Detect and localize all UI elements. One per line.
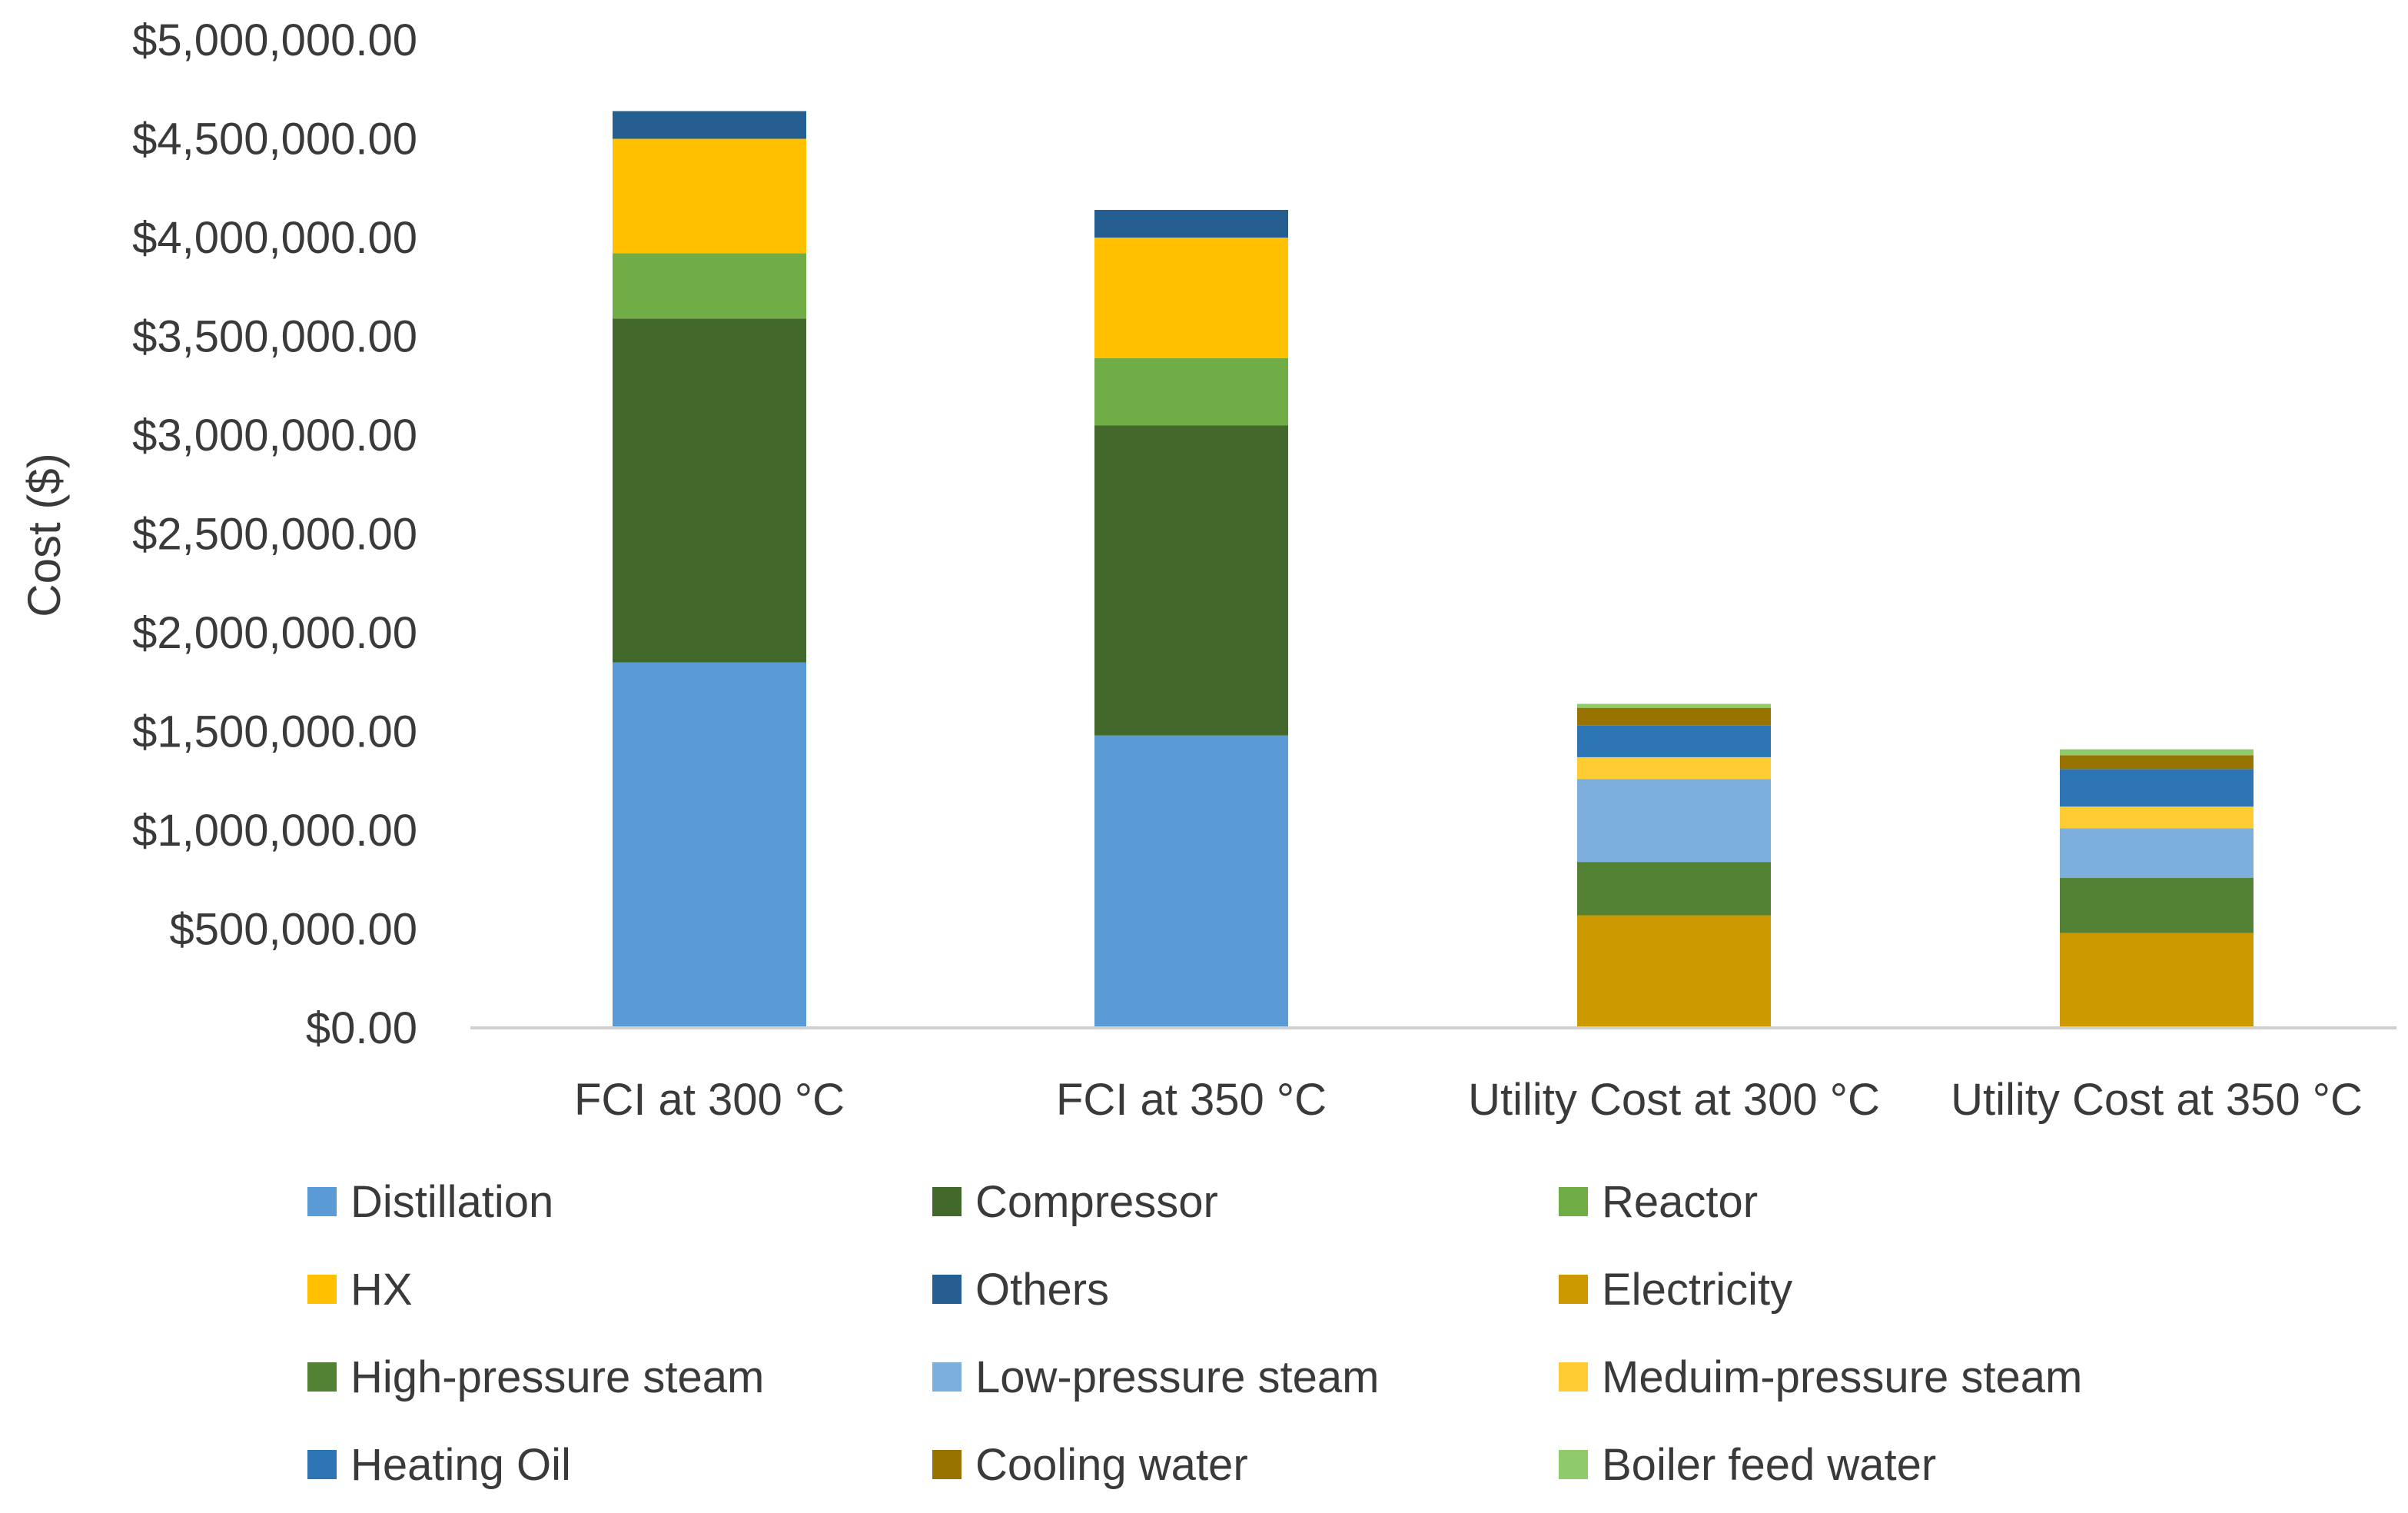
legend-item: Reactor (1559, 1177, 1758, 1227)
bar-segment-cooling-water (1577, 707, 1771, 726)
bar-segment-heating-oil (1577, 725, 1771, 757)
legend-swatch (1559, 1450, 1588, 1479)
legend-label: Cooling water (975, 1440, 1248, 1490)
bar-segment-high-pressure-steam (1577, 862, 1771, 916)
legend-label: HX (350, 1265, 413, 1315)
y-tick-label: $2,500,000.00 (132, 510, 417, 560)
bar-segment-reactor (613, 253, 806, 319)
bar-segment-boiler-feed-water (2060, 749, 2254, 756)
bar-segment-compressor (1094, 425, 1288, 736)
legend-swatch (932, 1187, 962, 1216)
bar-segment-hx (1094, 238, 1288, 358)
legend-item: HX (307, 1265, 413, 1315)
x-category-label: FCI at 350 °C (1056, 1075, 1327, 1125)
y-tick-label: $1,500,000.00 (132, 707, 417, 757)
legend-swatch (307, 1362, 337, 1392)
legend-swatch (307, 1187, 337, 1216)
legend-swatch (932, 1362, 962, 1392)
bar-segment-reactor (1094, 357, 1288, 426)
y-tick-label: $4,500,000.00 (132, 115, 417, 165)
legend-label: Boiler feed water (1602, 1440, 1936, 1490)
legend-item: Others (932, 1265, 1109, 1315)
y-tick-label: $3,000,000.00 (132, 411, 417, 461)
bar-segment-distillation (1094, 735, 1288, 1028)
legend-item: Cooling water (932, 1440, 1248, 1490)
bar-segment-hx (613, 138, 806, 254)
legend-swatch (1559, 1275, 1588, 1304)
y-tick-label: $3,500,000.00 (132, 312, 417, 362)
legend-label: Compressor (975, 1177, 1218, 1227)
x-axis-category-labels: FCI at 300 °C FCI at 350 °C Utility Cost a… (574, 1075, 2363, 1125)
legend-swatch (1559, 1362, 1588, 1392)
y-axis-title: Cost ($) (18, 453, 70, 617)
bar-segment-compressor (613, 318, 806, 663)
bar-segment-others (1094, 210, 1288, 238)
x-category-label: FCI at 300 °C (574, 1075, 845, 1125)
legend-item: Compressor (932, 1177, 1218, 1227)
legend-swatch (307, 1275, 337, 1304)
legend: Distillation Compressor Reactor HX Others Ele… (307, 1177, 2082, 1490)
legend-item: Distillation (307, 1177, 553, 1227)
y-tick-label: $5,000,000.00 (132, 15, 417, 65)
x-category-label: Utility Cost at 350 °C (1951, 1075, 2363, 1125)
legend-label: Low-pressure steam (975, 1352, 1379, 1402)
bar-segment-low-pressure-steam (2060, 828, 2254, 878)
legend-swatch (932, 1450, 962, 1479)
legend-label: Distillation (350, 1177, 553, 1227)
legend-label: Electricity (1602, 1265, 1792, 1315)
legend-swatch (932, 1275, 962, 1304)
y-tick-label: $2,000,000.00 (132, 608, 417, 658)
y-tick-label: $500,000.00 (169, 905, 417, 955)
legend-label: Reactor (1602, 1177, 1758, 1227)
legend-label: Meduim-pressure steam (1602, 1352, 2082, 1402)
legend-swatch (307, 1450, 337, 1479)
bar-segment-electricity (1577, 915, 1771, 1028)
legend-item: Heating Oil (307, 1440, 571, 1490)
legend-label: High-pressure steam (350, 1352, 764, 1402)
bar-segment-heating-oil (2060, 769, 2254, 807)
legend-item: Meduim-pressure steam (1559, 1352, 2082, 1402)
bar-segment-high-pressure-steam (2060, 877, 2254, 933)
legend-label: Others (975, 1265, 1109, 1315)
y-tick-label: $4,000,000.00 (132, 213, 417, 263)
legend-item: Low-pressure steam (932, 1352, 1379, 1402)
bar-segment-meduim-pressure-steam (1577, 756, 1771, 780)
y-tick-label: $0.00 (306, 1003, 417, 1053)
bar-segment-cooling-water (2060, 755, 2254, 770)
bar-stacks (613, 111, 2254, 1028)
legend-item: High-pressure steam (307, 1352, 764, 1402)
bar-segment-distillation (613, 662, 806, 1028)
legend-label: Heating Oil (350, 1440, 571, 1490)
y-axis-ticks: $0.00 $500,000.00 $1,000,000.00 $1,500,000.… (132, 15, 417, 1053)
x-category-label: Utility Cost at 300 °C (1468, 1075, 1880, 1125)
legend-swatch (1559, 1187, 1588, 1216)
bar-segment-boiler-feed-water (1577, 703, 1771, 708)
bar-segment-others (613, 111, 806, 139)
bar-segment-meduim-pressure-steam (2060, 806, 2254, 829)
y-tick-label: $1,000,000.00 (132, 806, 417, 856)
legend-item: Boiler feed water (1559, 1440, 1936, 1490)
legend-item: Electricity (1559, 1265, 1792, 1315)
bar-segment-low-pressure-steam (1577, 779, 1771, 863)
bar-segment-electricity (2060, 933, 2254, 1028)
